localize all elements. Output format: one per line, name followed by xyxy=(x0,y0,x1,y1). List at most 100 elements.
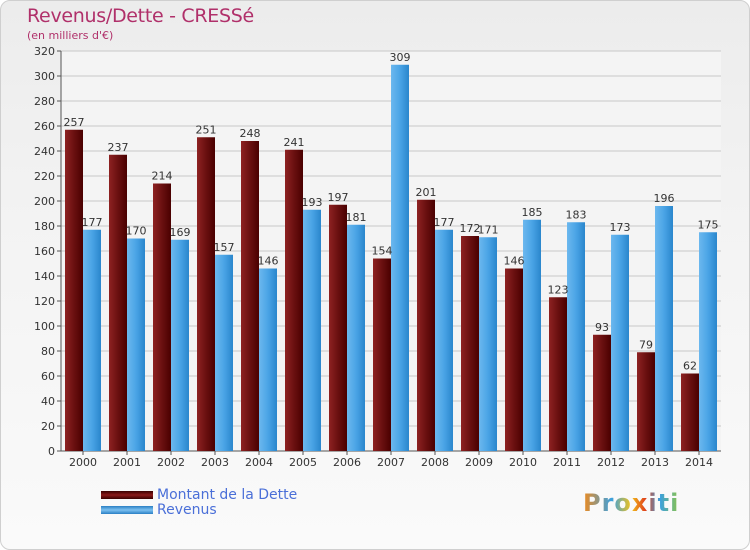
bar-revenus xyxy=(479,237,497,451)
y-tick-label: 0 xyxy=(48,445,55,458)
legend-label-debt: Montant de la Dette xyxy=(157,487,298,503)
data-label-debt: 79 xyxy=(639,338,653,351)
data-label-debt: 248 xyxy=(240,127,261,140)
logo-text: Proxiti xyxy=(583,489,680,517)
bar-revenus xyxy=(523,219,541,451)
data-label-revenus: 169 xyxy=(170,226,191,239)
data-label-debt: 241 xyxy=(284,136,305,149)
x-tick-label: 2012 xyxy=(597,456,625,469)
data-label-revenus: 177 xyxy=(434,216,455,229)
y-tick-label: 240 xyxy=(34,145,55,158)
x-tick-label: 2001 xyxy=(113,456,141,469)
bar-debt xyxy=(109,154,127,451)
x-tick-label: 2010 xyxy=(509,456,537,469)
bar-revenus xyxy=(699,232,717,451)
bar-debt xyxy=(681,373,699,451)
data-label-revenus: 177 xyxy=(82,216,103,229)
bar-revenus xyxy=(391,64,409,451)
data-label-debt: 237 xyxy=(108,141,129,154)
y-tick-label: 260 xyxy=(34,120,55,133)
data-label-debt: 62 xyxy=(683,360,697,373)
bar-debt xyxy=(65,129,83,451)
bar-debt xyxy=(373,258,391,451)
y-tick-label: 280 xyxy=(34,95,55,108)
data-label-revenus: 181 xyxy=(346,211,367,224)
bar-revenus xyxy=(611,234,629,451)
data-label-revenus: 193 xyxy=(302,196,323,209)
bar-revenus xyxy=(127,238,145,451)
data-label-revenus: 309 xyxy=(390,51,411,64)
data-label-debt: 257 xyxy=(64,116,85,129)
bar-debt xyxy=(153,183,171,451)
y-tick-label: 180 xyxy=(34,220,55,233)
bar-revenus xyxy=(215,254,233,451)
bar-revenus xyxy=(171,239,189,451)
x-tick-label: 2002 xyxy=(157,456,185,469)
bar-revenus xyxy=(83,229,101,451)
x-tick-label: 2009 xyxy=(465,456,493,469)
bar-revenus xyxy=(655,206,673,451)
bar-debt xyxy=(241,141,259,451)
bar-debt xyxy=(285,149,303,451)
data-label-revenus: 183 xyxy=(566,208,587,221)
bar-debt xyxy=(329,204,347,451)
data-label-revenus: 157 xyxy=(214,241,235,254)
data-label-revenus: 185 xyxy=(522,206,543,219)
data-label-debt: 197 xyxy=(328,191,349,204)
legend-item-revenus: Revenus xyxy=(101,502,217,518)
data-label-debt: 172 xyxy=(460,222,481,235)
bar-revenus xyxy=(435,229,453,451)
x-tick-label: 2003 xyxy=(201,456,229,469)
legend-item-debt: Montant de la Dette xyxy=(101,487,297,503)
data-label-debt: 93 xyxy=(595,321,609,334)
y-tick-label: 100 xyxy=(34,320,55,333)
y-tick-label: 120 xyxy=(34,295,55,308)
x-tick-label: 2004 xyxy=(245,456,273,469)
y-tick-label: 140 xyxy=(34,270,55,283)
data-label-debt: 201 xyxy=(416,186,437,199)
x-tick-label: 2013 xyxy=(641,456,669,469)
bar-debt xyxy=(637,352,655,451)
x-tick-label: 2006 xyxy=(333,456,361,469)
y-tick-label: 300 xyxy=(34,70,55,83)
x-tick-label: 2008 xyxy=(421,456,449,469)
y-tick-label: 80 xyxy=(41,345,55,358)
data-label-revenus: 170 xyxy=(126,225,147,238)
data-label-debt: 214 xyxy=(152,170,173,183)
bar-revenus xyxy=(303,209,321,451)
legend-label-revenus: Revenus xyxy=(157,502,217,518)
x-tick-label: 2011 xyxy=(553,456,581,469)
x-tick-label: 2000 xyxy=(69,456,97,469)
y-tick-label: 20 xyxy=(41,420,55,433)
bar-debt xyxy=(549,297,567,451)
data-label-debt: 146 xyxy=(504,255,525,268)
data-label-revenus: 146 xyxy=(258,255,279,268)
bar-debt xyxy=(197,137,215,451)
y-tick-label: 320 xyxy=(34,45,55,58)
data-label-revenus: 173 xyxy=(610,221,631,234)
bar-revenus xyxy=(567,222,585,451)
bar-revenus xyxy=(259,268,277,451)
x-tick-label: 2014 xyxy=(685,456,713,469)
y-tick-label: 60 xyxy=(41,370,55,383)
data-label-debt: 154 xyxy=(372,245,393,258)
bar-revenus xyxy=(347,224,365,451)
bar-debt xyxy=(461,236,479,451)
y-tick-label: 160 xyxy=(34,245,55,258)
bar-debt xyxy=(417,199,435,451)
bar-debt xyxy=(505,268,523,451)
y-tick-label: 40 xyxy=(41,395,55,408)
proxiti-logo: Proxiti xyxy=(583,489,679,517)
data-label-revenus: 196 xyxy=(654,192,675,205)
data-label-revenus: 175 xyxy=(698,218,719,231)
legend-swatch-debt xyxy=(101,491,153,499)
data-label-debt: 123 xyxy=(548,283,569,296)
x-tick-label: 2005 xyxy=(289,456,317,469)
y-tick-label: 200 xyxy=(34,195,55,208)
data-label-debt: 251 xyxy=(196,123,217,136)
data-label-revenus: 171 xyxy=(478,223,499,236)
y-tick-label: 220 xyxy=(34,170,55,183)
bar-debt xyxy=(593,334,611,451)
